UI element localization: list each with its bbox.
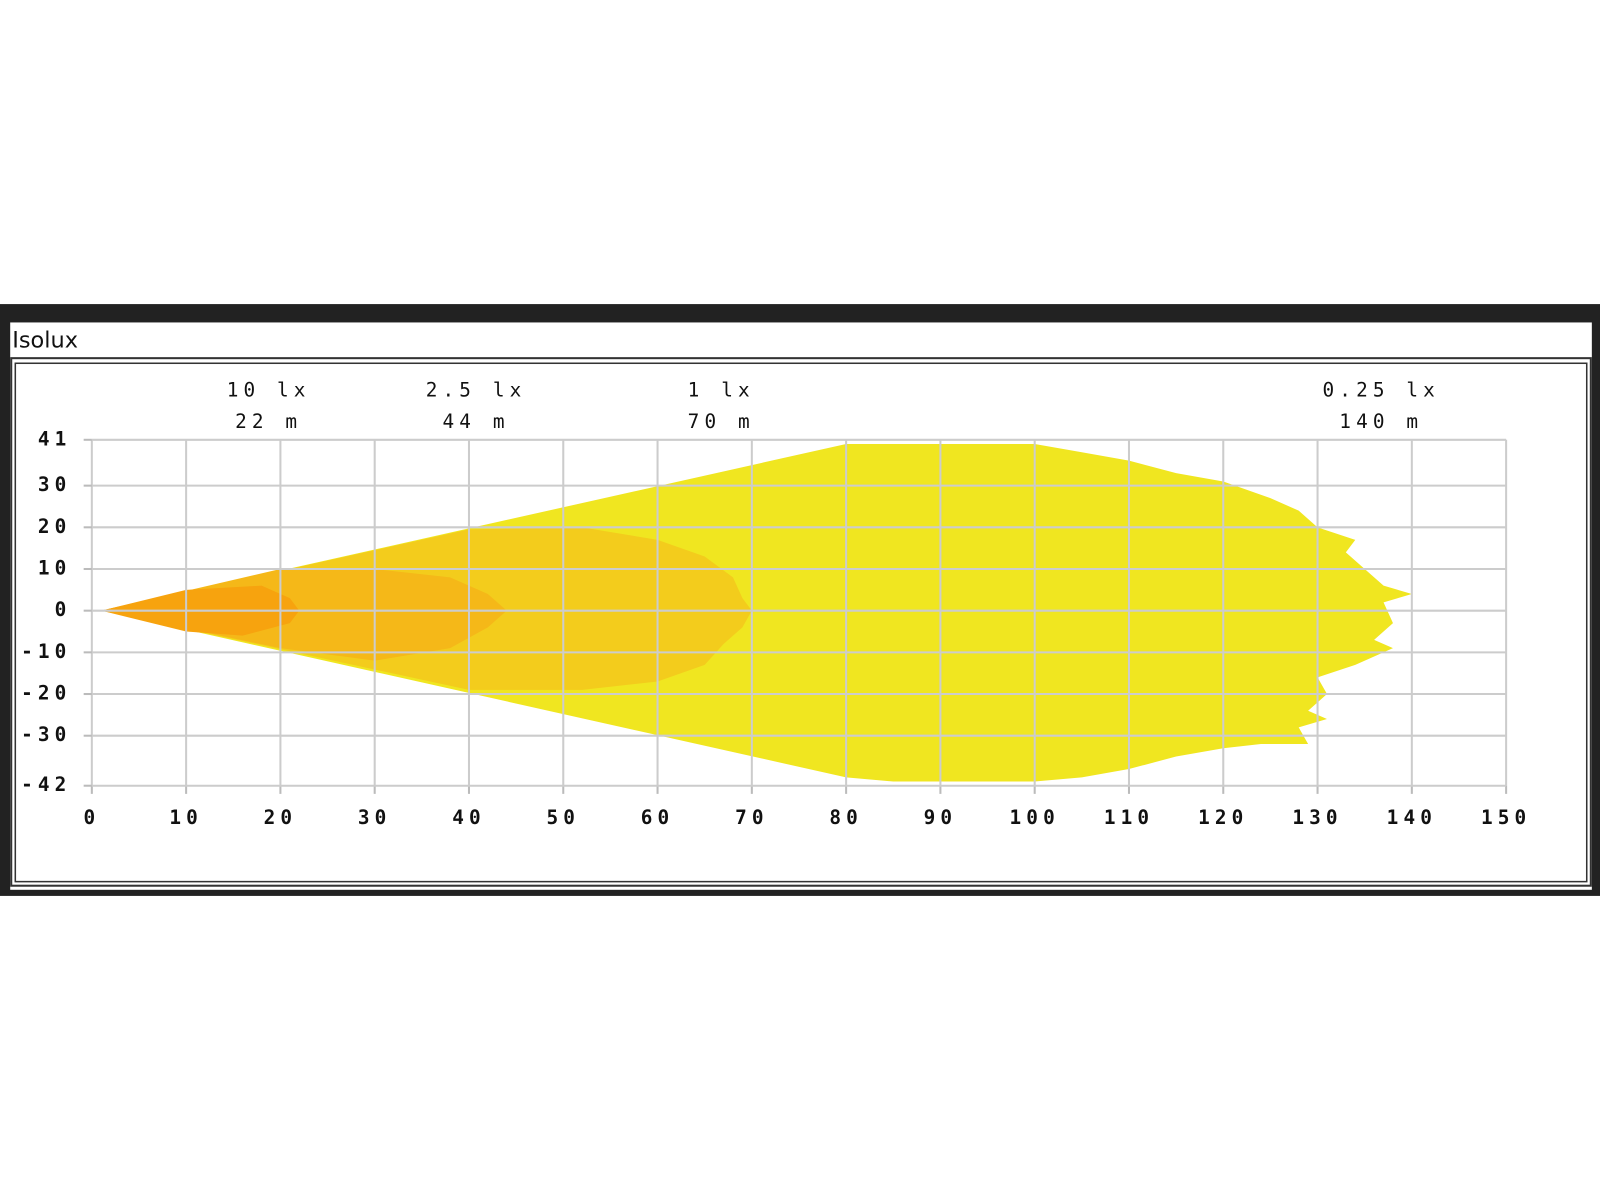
isolux-distance: 22 m — [235, 410, 302, 433]
x-tick-label: 60 — [641, 806, 675, 829]
x-tick-label: 0 — [83, 806, 100, 829]
isolux-label: 10 lx — [227, 378, 311, 401]
x-tick-label: 40 — [452, 806, 486, 829]
x-tick-label: 80 — [829, 806, 863, 829]
y-tick-label: -30 — [21, 723, 71, 746]
y-tick-label: 30 — [38, 473, 72, 496]
window-title: Isolux — [12, 327, 78, 353]
plot-border — [14, 362, 1588, 883]
x-tick-label: 30 — [358, 806, 392, 829]
isolux-distance: 140 m — [1339, 410, 1423, 433]
plot: 0.25 lx 140 m 1 lx 70 m 2.5 lx 44 m 10 lx 22 m 0… — [21, 378, 1531, 829]
x-tick-label: 90 — [924, 806, 958, 829]
isolux-area — [101, 443, 1412, 782]
isolux-distance: 44 m — [443, 410, 510, 433]
y-tick-label: -20 — [21, 682, 71, 705]
x-tick-label: 100 — [1010, 806, 1060, 829]
x-tick-label: 140 — [1387, 806, 1437, 829]
x-tick-label: 20 — [264, 806, 298, 829]
y-tick-label: 20 — [38, 515, 72, 538]
isolux-distance: 70 m — [688, 410, 755, 433]
x-tick-label: 150 — [1481, 806, 1531, 829]
x-tick-label: 120 — [1198, 806, 1248, 829]
x-tick-label: 10 — [169, 806, 203, 829]
x-tick-label: 50 — [546, 806, 580, 829]
isolux-label: 0.25 lx — [1323, 378, 1440, 401]
y-tick-label: -42 — [21, 773, 71, 796]
x-tick-label: 130 — [1292, 806, 1342, 829]
isolux-label: 1 lx — [688, 378, 755, 401]
y-tick-label: 0 — [55, 598, 72, 621]
y-tick-label: -10 — [21, 640, 71, 663]
y-tick-label: 41 — [38, 427, 72, 450]
panel-border — [10, 357, 1592, 887]
x-tick-label: 70 — [735, 806, 769, 829]
x-tick-label: 110 — [1104, 806, 1154, 829]
isolux-label: 2.5 lx — [426, 378, 527, 401]
y-tick-label: 10 — [38, 556, 72, 579]
